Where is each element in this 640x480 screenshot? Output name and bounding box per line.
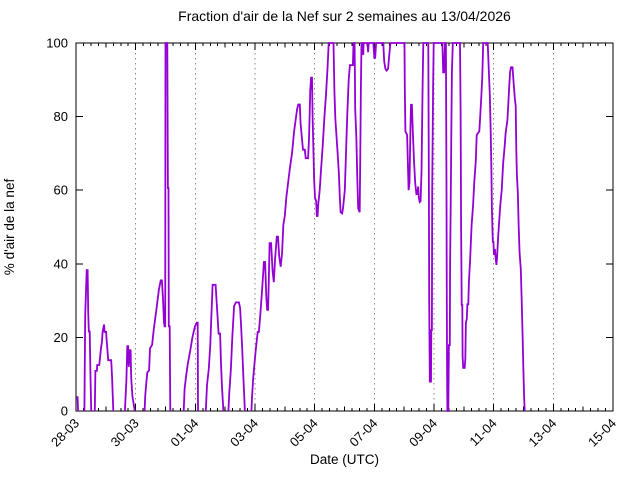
data-series-line bbox=[182, 321, 199, 412]
x-tick-label: 09-04 bbox=[406, 416, 440, 450]
x-tick-label: 05-04 bbox=[287, 416, 321, 450]
y-tick-label: 80 bbox=[54, 109, 68, 124]
x-tick-label: 03-04 bbox=[227, 416, 261, 450]
x-tick-label: 07-04 bbox=[346, 416, 380, 450]
x-tick-label: 15-04 bbox=[585, 416, 619, 450]
y-axis-label: % d'air de la nef bbox=[2, 179, 17, 276]
data-series-line bbox=[204, 283, 225, 412]
y-tick-label: 100 bbox=[46, 36, 68, 51]
data-series-line bbox=[83, 269, 93, 412]
x-tick-label: 30-03 bbox=[108, 416, 142, 450]
x-tick-label: 11-04 bbox=[466, 416, 499, 449]
data-series-line bbox=[227, 301, 246, 412]
data-series-line bbox=[143, 42, 172, 412]
data-series-line bbox=[124, 345, 136, 412]
data-series-line bbox=[76, 396, 79, 412]
chart-title: Fraction d'air de la Nef sur 2 semaines … bbox=[178, 8, 511, 24]
plot-border bbox=[75, 42, 614, 412]
x-tick-label: 13-04 bbox=[525, 416, 559, 450]
y-tick-label: 20 bbox=[54, 330, 68, 345]
y-tick-label: 0 bbox=[61, 404, 68, 419]
data-series-line bbox=[250, 42, 526, 412]
y-tick-label: 60 bbox=[54, 183, 68, 198]
data-series-line bbox=[93, 324, 115, 412]
y-tick-label: 40 bbox=[54, 256, 68, 271]
x-axis-label: Date (UTC) bbox=[310, 452, 379, 467]
x-tick-label: 01-04 bbox=[167, 416, 201, 450]
x-tick-label: 28-03 bbox=[48, 416, 82, 450]
